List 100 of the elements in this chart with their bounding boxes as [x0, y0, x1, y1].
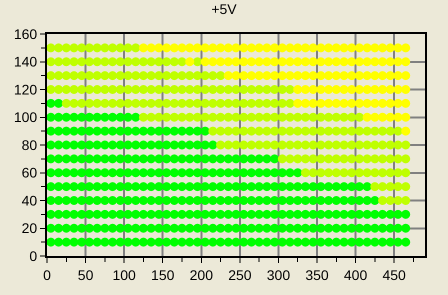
point [170, 140, 179, 150]
point [100, 112, 110, 122]
point [293, 154, 302, 164]
point [47, 43, 56, 52]
point [54, 182, 64, 192]
point [378, 85, 388, 94]
point [92, 182, 102, 192]
point [362, 238, 372, 247]
point [146, 98, 156, 108]
point [316, 196, 326, 205]
point [332, 43, 341, 52]
point [401, 71, 410, 80]
point [108, 210, 118, 219]
point [340, 154, 348, 164]
point [239, 126, 248, 136]
point [208, 140, 218, 150]
point [340, 238, 348, 247]
point [108, 140, 118, 150]
point [278, 98, 287, 108]
point [224, 71, 233, 80]
point [47, 71, 56, 80]
point [178, 98, 186, 108]
point [239, 196, 248, 205]
point [308, 154, 318, 164]
point [286, 57, 294, 66]
point [154, 238, 164, 247]
point [178, 43, 186, 52]
point [185, 98, 194, 108]
point [370, 140, 380, 150]
point [394, 168, 402, 178]
point [200, 238, 210, 247]
point [146, 140, 156, 150]
point [308, 238, 318, 247]
point [401, 182, 410, 192]
point [232, 98, 240, 108]
point [162, 85, 172, 94]
point [154, 57, 164, 66]
point [216, 182, 226, 192]
point [254, 238, 264, 247]
point [354, 238, 364, 247]
point [308, 182, 318, 192]
point [124, 140, 132, 150]
point [332, 126, 341, 136]
point [185, 126, 194, 136]
point [378, 57, 388, 66]
point [401, 85, 410, 94]
point [224, 196, 233, 205]
point [246, 238, 256, 247]
point [108, 71, 118, 80]
point [146, 71, 156, 80]
point [293, 112, 302, 122]
point [47, 126, 56, 136]
point [316, 224, 326, 233]
point [262, 196, 272, 205]
point [370, 168, 380, 178]
point [394, 154, 402, 164]
point [278, 57, 287, 66]
point [100, 71, 110, 80]
point [362, 154, 372, 164]
point [316, 71, 326, 80]
point [170, 71, 179, 80]
point [70, 224, 78, 233]
point [131, 85, 140, 94]
point [108, 182, 118, 192]
point [293, 140, 302, 150]
point [124, 238, 132, 247]
point [200, 140, 210, 150]
point [178, 112, 186, 122]
point [92, 43, 102, 52]
x-tick-label: 50 [78, 266, 94, 283]
point [84, 126, 94, 136]
point [394, 85, 402, 94]
point [316, 140, 326, 150]
point [84, 85, 94, 94]
point [232, 43, 240, 52]
point [246, 154, 256, 164]
point [278, 224, 287, 233]
point [108, 168, 118, 178]
point [300, 126, 310, 136]
point [54, 71, 64, 80]
point [170, 85, 179, 94]
point [77, 238, 86, 247]
point [354, 126, 364, 136]
point [77, 196, 86, 205]
point [332, 85, 341, 94]
point [270, 71, 280, 80]
y-tick-label: 80 [22, 136, 38, 153]
x-tick-label: 450 [382, 266, 406, 283]
point [146, 168, 156, 178]
point [100, 224, 110, 233]
y-tick-label: 60 [22, 164, 38, 181]
point [162, 112, 172, 122]
point [54, 196, 64, 205]
point [316, 57, 326, 66]
point [154, 85, 164, 94]
point [378, 43, 388, 52]
point [246, 112, 256, 122]
point [170, 126, 179, 136]
point [92, 210, 102, 219]
point [254, 196, 264, 205]
